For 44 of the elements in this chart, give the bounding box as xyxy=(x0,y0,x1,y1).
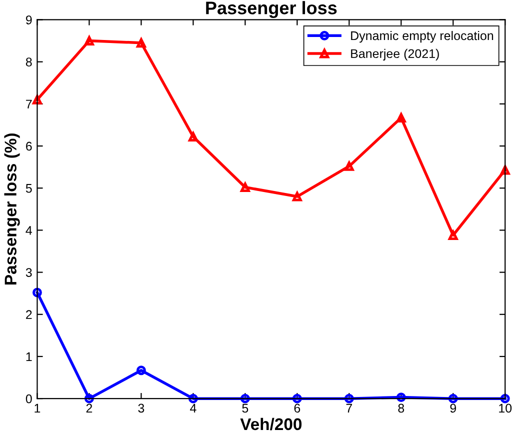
point xyxy=(32,288,42,298)
point xyxy=(292,394,302,404)
point xyxy=(448,230,458,240)
point xyxy=(448,394,458,404)
x-tick-label: 10 xyxy=(499,404,512,413)
point xyxy=(188,132,198,142)
point xyxy=(396,392,406,402)
chart-title: Passenger loss xyxy=(206,1,337,18)
point xyxy=(240,182,250,192)
point xyxy=(292,192,302,202)
point xyxy=(396,113,406,123)
legend-label: Banerjee (2021) xyxy=(351,48,439,61)
x-tick-label: 7 xyxy=(346,404,352,412)
legend-label: Dynamic empty relocation xyxy=(351,30,494,43)
y-tick-label: 8 xyxy=(26,58,32,66)
y-tick-label: 4 xyxy=(26,226,32,235)
y-axis-title: Passenger loss (%) xyxy=(4,134,20,284)
x-tick-label: 6 xyxy=(294,404,300,413)
x-axis-title: Veh/200 xyxy=(240,418,302,430)
y-tick-label: 9 xyxy=(26,16,32,24)
x-tick-label: 9 xyxy=(450,404,456,413)
point xyxy=(500,165,510,175)
point xyxy=(240,394,250,404)
y-tick-label: 2 xyxy=(26,310,32,319)
y-tick-label: 5 xyxy=(26,184,32,193)
point xyxy=(344,394,354,404)
y-tick-label: 3 xyxy=(26,268,32,277)
point xyxy=(84,36,94,46)
y-tick-label: 6 xyxy=(26,142,32,151)
x-tick-label: 2 xyxy=(86,404,92,412)
point xyxy=(344,161,354,171)
y-tick-label: 7 xyxy=(26,100,32,108)
point xyxy=(136,38,146,48)
x-tick-label: 8 xyxy=(398,404,404,413)
x-tick-label: 4 xyxy=(190,404,196,412)
point xyxy=(32,94,42,104)
point xyxy=(188,394,198,404)
x-tick-label: 5 xyxy=(242,404,248,413)
y-tick-label: 1 xyxy=(26,352,32,362)
x-tick-label: 1 xyxy=(34,404,40,412)
y-tick-label: 0 xyxy=(26,394,32,404)
point xyxy=(84,394,94,404)
point xyxy=(136,366,146,376)
x-tick-label: 3 xyxy=(138,404,144,413)
